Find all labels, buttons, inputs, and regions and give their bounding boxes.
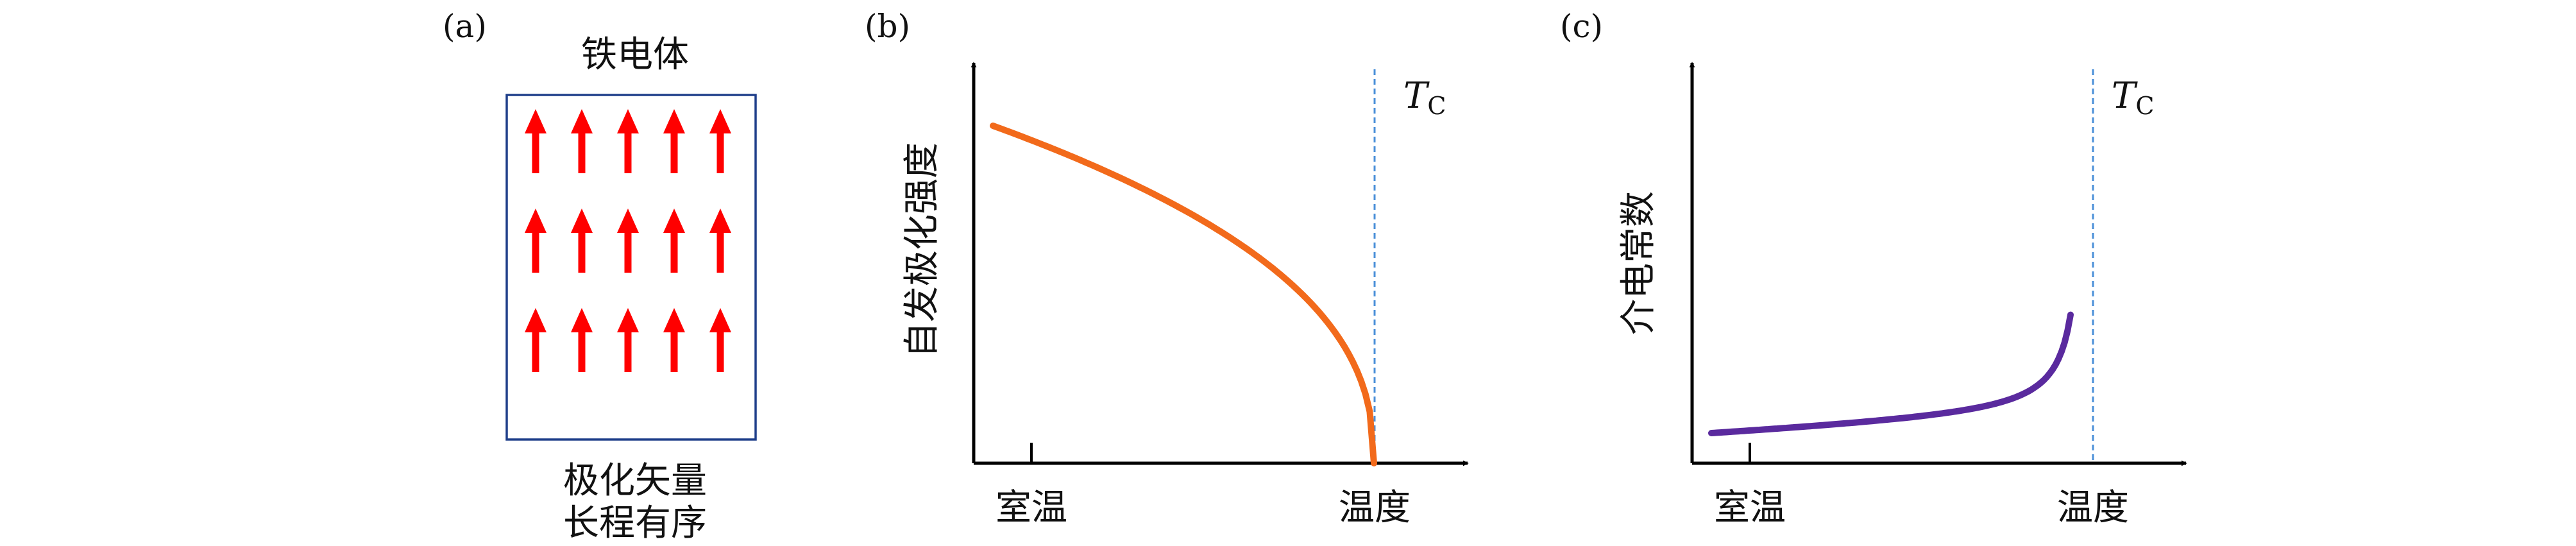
dielectric-constant-curve (1708, 311, 2074, 436)
polarization-arrow (709, 109, 731, 173)
polarization-arrow-grid (525, 109, 731, 372)
panel-a-caption-line1: 极化矢量 (563, 460, 707, 502)
panel-c-label: (c) (1560, 8, 1603, 45)
polarization-arrow (663, 109, 685, 173)
polarization-arrow (617, 109, 639, 173)
polarization-arrow (525, 308, 547, 372)
panel-c-tc-label: TC (2112, 75, 2154, 120)
polarization-arrow (571, 109, 593, 173)
panel-a: (a) 铁电体 极化矢量 长程有序 (443, 8, 757, 544)
polarization-arrow (617, 308, 639, 372)
panel-b-x-tick-room-temp: 室温 (996, 487, 1067, 529)
panel-a-title: 铁电体 (581, 34, 689, 76)
panel-c-y-axis-label: 介电常数 (1618, 191, 1659, 335)
polarization-arrow (709, 209, 731, 273)
panel-c: (c) TC 介电常数 室温 温度 (1560, 8, 2187, 529)
panel-c-x-label-temp: 温度 (2057, 487, 2129, 529)
panel-b-tc-main: T (1403, 75, 1430, 117)
polarization-arrow (709, 308, 731, 372)
panel-b-label: (b) (865, 8, 910, 45)
panel-c-tc-main: T (2112, 75, 2138, 117)
panel-b-y-axis-label: 自发极化强度 (901, 142, 943, 358)
polarization-arrow (617, 209, 639, 273)
panel-b-x-label-temp: 温度 (1339, 487, 1411, 529)
polarization-arrow (663, 209, 685, 273)
spontaneous-polarization-curve (990, 123, 1377, 466)
panel-a-caption-line2: 长程有序 (563, 502, 707, 544)
polarization-arrow (525, 209, 547, 273)
ferroelectric-domain-box (505, 94, 757, 441)
panel-b-tc-label: TC (1403, 75, 1446, 120)
panel-b: (b) TC 自发极化强度 室温 温度 (865, 8, 1469, 529)
panel-a-label: (a) (443, 8, 487, 45)
polarization-arrow (571, 209, 593, 273)
polarization-arrow (663, 308, 685, 372)
polarization-arrow (571, 308, 593, 372)
panel-c-x-tick-room-temp: 室温 (1714, 487, 1786, 529)
panel-b-tc-sub: C (1427, 92, 1446, 120)
panel-c-tc-sub: C (2135, 92, 2154, 120)
polarization-arrow (525, 109, 547, 173)
